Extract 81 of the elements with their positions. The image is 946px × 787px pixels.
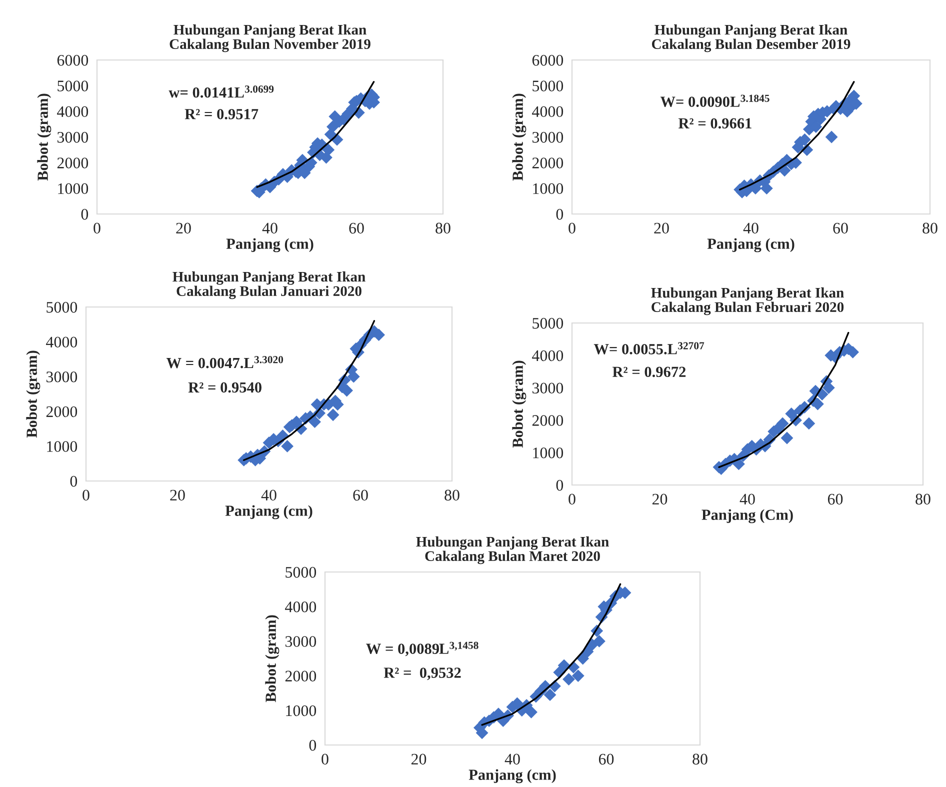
y-tick-label: 3000: [46, 372, 78, 382]
annotation: W = 0.0047.L$^{3.3020}$: [166, 356, 284, 368]
y-tick-label: 3000: [57, 132, 88, 143]
x-tick-label: 20: [170, 490, 185, 501]
y-tick-label: 2000: [57, 158, 88, 168]
x-axis-title: Panjang (cm): [707, 238, 794, 252]
y-axis-title: Bobot (gram): [512, 360, 526, 448]
x-tick-label: 40: [504, 754, 520, 765]
y-tick-label: 2000: [46, 406, 78, 418]
chart-title: Hubungan Panjang Berat Ikan Cakalang Bulan Februari 2020: [651, 287, 844, 316]
annotation: W= 0.0090L$^{3.1845}$: [660, 94, 770, 107]
y-tick-label: 0: [556, 480, 564, 491]
y-tick-label: 2000: [285, 670, 316, 682]
x-tick-label: 80: [916, 494, 930, 505]
x-tick-label: 0: [322, 754, 328, 765]
annotation: R² = 0.9517: [184, 108, 258, 120]
x-tick-label: 60: [598, 754, 614, 765]
y-tick-label: 5000: [286, 566, 316, 578]
x-axis-title: Panjang (cm): [468, 769, 556, 784]
y-axis-title: Bobot (gram): [512, 94, 526, 181]
chart-title: Hubungan Panjang Berat Ikan Cakalang Bulan Desember 2019: [652, 24, 850, 52]
y-tick-label: 3000: [285, 636, 316, 647]
y-tick-label: 1000: [533, 183, 564, 194]
y-tick-label: 1000: [58, 183, 88, 194]
y-axis-title: Bobot (gram): [26, 350, 40, 438]
x-tick-label: 20: [654, 222, 669, 234]
y-tick-label: 1000: [286, 705, 316, 716]
annotation: R² = 0.9661: [678, 118, 752, 129]
y-tick-label: 5000: [58, 80, 88, 92]
x-tick-label: 20: [411, 754, 426, 765]
chart-title: Hubungan Panjang Berat Ikan Cakalang Bulan Januari 2020: [172, 271, 366, 300]
y-tick-label: 0: [309, 740, 316, 751]
annotation: w= 0.0141L$^{3.0699}$: [168, 85, 274, 98]
y-tick-label: 4000: [46, 336, 78, 348]
annotation: W = 0,0089L$^{3,1458}$: [366, 642, 478, 656]
y-tick-label: 1000: [533, 448, 564, 458]
annotation: R² = 0,9532: [384, 668, 461, 680]
y-tick-label: 5000: [46, 302, 78, 313]
y-tick-label: 0: [556, 208, 564, 220]
x-axis-title: Panjang (cm): [226, 238, 314, 252]
x-tick-label: 20: [176, 222, 191, 234]
x-tick-label: 80: [692, 754, 708, 765]
y-tick-label: 4000: [532, 350, 564, 362]
annotation: R² = 0.9672: [612, 366, 686, 378]
y-tick-label: 5000: [532, 318, 564, 329]
annotation: R² = 0.9540: [188, 382, 262, 393]
x-tick-label: 0: [568, 494, 576, 505]
y-tick-label: 0: [70, 476, 78, 487]
x-tick-label: 40: [740, 494, 755, 505]
x-axis-title: Panjang (cm): [225, 505, 312, 520]
chart-title: Hubungan Panjang Berat Ikan Cakalang Bulan Maret 2020: [416, 536, 609, 564]
x-tick-label: 0: [568, 222, 576, 234]
y-tick-label: 3000: [532, 382, 564, 394]
y-tick-label: 0: [81, 208, 88, 220]
y-tick-label: 1000: [47, 441, 78, 452]
x-axis-title: Panjang (Cm): [702, 509, 793, 524]
x-tick-label: 60: [828, 494, 843, 505]
y-tick-label: 5000: [532, 80, 564, 92]
y-tick-label: 6000: [532, 54, 564, 66]
y-tick-label: 4000: [532, 106, 564, 118]
y-tick-label: 2000: [532, 158, 564, 168]
x-tick-label: 80: [436, 222, 450, 234]
x-tick-label: 40: [262, 222, 278, 234]
chart-title: Hubungan Panjang Berat Ikan Cakalang Bulan November 2019: [170, 24, 370, 52]
y-axis-title: Bobot (gram): [37, 94, 52, 181]
y-axis-title: Bobot (gram): [265, 615, 280, 702]
x-tick-label: 60: [833, 222, 848, 234]
y-tick-label: 6000: [57, 54, 88, 66]
x-tick-label: 60: [349, 222, 364, 234]
y-tick-label: 4000: [57, 106, 88, 118]
y-tick-label: 4000: [285, 602, 316, 612]
x-tick-label: 80: [922, 222, 938, 234]
x-tick-label: 60: [353, 490, 368, 501]
x-tick-label: 0: [94, 222, 100, 234]
y-tick-label: 3000: [532, 132, 564, 143]
x-tick-label: 80: [444, 490, 460, 501]
y-tick-label: 2000: [532, 415, 564, 426]
annotation: W= 0.0055.L$^{32707}$: [594, 342, 704, 354]
x-tick-label: 20: [652, 494, 668, 505]
x-tick-label: 40: [261, 490, 276, 501]
x-tick-label: 40: [743, 222, 758, 234]
